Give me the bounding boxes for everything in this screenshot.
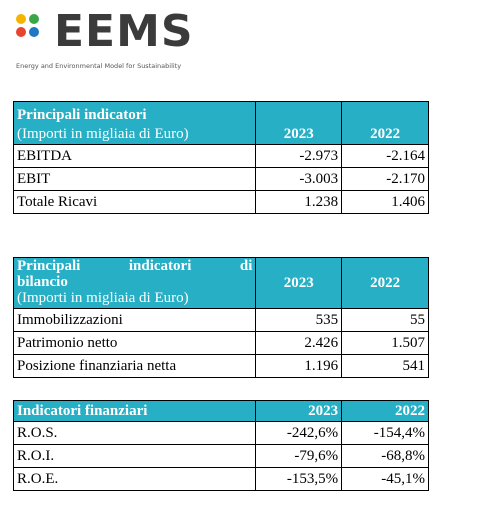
logo-dot-blue bbox=[29, 27, 39, 37]
value-2022: 1.507 bbox=[341, 331, 429, 355]
logo-tagline: Energy and Environmental Model for Susta… bbox=[16, 62, 182, 70]
table-row: EBITDA -2.973 -2.164 bbox=[12, 144, 429, 168]
row-label: EBIT bbox=[12, 167, 257, 191]
row-label: R.O.I. bbox=[12, 444, 257, 468]
table-subtitle: (Importi in migliaia di Euro) bbox=[17, 126, 189, 142]
year-2022-header: 2022 bbox=[341, 101, 429, 145]
table-title-cell: Principali indicatori (Importi in miglia… bbox=[12, 101, 257, 145]
financial-indicators-table: Indicatori finanziari 2023 2022 R.O.S. -… bbox=[12, 400, 429, 491]
value-2023: -153,5% bbox=[255, 467, 343, 491]
row-label: R.O.E. bbox=[12, 467, 257, 491]
table-row: Patrimonio netto 2.426 1.507 bbox=[12, 331, 429, 355]
table-row: R.O.I. -79,6% -68,8% bbox=[12, 444, 429, 468]
value-2023: -79,6% bbox=[255, 444, 343, 468]
value-2023: 1.196 bbox=[255, 354, 343, 378]
table-row: Posizione finanziaria netta 1.196 541 bbox=[12, 354, 429, 378]
logo-dot-yellow bbox=[16, 14, 26, 24]
table-title-line2: bilancio bbox=[17, 274, 68, 288]
year-2022-header: 2022 bbox=[341, 400, 429, 422]
table-row: EBIT -3.003 -2.170 bbox=[12, 167, 429, 191]
year-2023-header: 2023 bbox=[255, 101, 343, 145]
table-title: Principali indicatori bbox=[17, 107, 147, 123]
value-2023: 535 bbox=[255, 308, 343, 332]
value-2022: -2.170 bbox=[341, 167, 429, 191]
logo-dot-green bbox=[29, 14, 39, 24]
row-label: Patrimonio netto bbox=[12, 331, 257, 355]
table-title: Indicatori finanziari bbox=[12, 400, 257, 422]
value-2023: -2.973 bbox=[255, 144, 343, 168]
row-label: R.O.S. bbox=[12, 421, 257, 445]
logo-wordmark: EEMS bbox=[54, 6, 194, 57]
value-2022: -2.164 bbox=[341, 144, 429, 168]
row-label: Posizione finanziaria netta bbox=[12, 354, 257, 378]
value-2022: 541 bbox=[341, 354, 429, 378]
table-row: Immobilizzazioni 535 55 bbox=[12, 308, 429, 332]
value-2022: -68,8% bbox=[341, 444, 429, 468]
value-2023: -242,6% bbox=[255, 421, 343, 445]
table-title-cell: Principali indicatori di bilancio (Impor… bbox=[12, 257, 257, 309]
table-row: R.O.S. -242,6% -154,4% bbox=[12, 421, 429, 445]
row-label: EBITDA bbox=[12, 144, 257, 168]
balance-indicators-table: Principali indicatori di bilancio (Impor… bbox=[12, 257, 429, 378]
title-word: di bbox=[239, 258, 253, 275]
title-word: indicatori bbox=[128, 258, 192, 275]
value-2022: 1.406 bbox=[341, 190, 429, 214]
main-indicators-table: Principali indicatori (Importi in miglia… bbox=[12, 101, 429, 214]
logo-dots-icon bbox=[16, 14, 52, 50]
title-word: Principali bbox=[17, 258, 81, 275]
row-label: Totale Ricavi bbox=[12, 190, 257, 214]
table-subtitle: (Importi in migliaia di Euro) bbox=[17, 290, 189, 306]
table-header-row: Principali indicatori (Importi in miglia… bbox=[12, 101, 429, 145]
year-2023-header: 2023 bbox=[255, 257, 343, 309]
table-header-row: Principali indicatori di bilancio (Impor… bbox=[12, 257, 429, 309]
year-2023-header: 2023 bbox=[255, 400, 343, 422]
value-2023: 2.426 bbox=[255, 331, 343, 355]
value-2023: 1.238 bbox=[255, 190, 343, 214]
row-label: Immobilizzazioni bbox=[12, 308, 257, 332]
table-title-line1: Principali indicatori di bbox=[17, 258, 253, 275]
value-2022: -154,4% bbox=[341, 421, 429, 445]
value-2022: -45,1% bbox=[341, 467, 429, 491]
value-2022: 55 bbox=[341, 308, 429, 332]
table-row: R.O.E. -153,5% -45,1% bbox=[12, 467, 429, 491]
logo-dot-red bbox=[16, 27, 26, 37]
table-row: Totale Ricavi 1.238 1.406 bbox=[12, 190, 429, 214]
value-2023: -3.003 bbox=[255, 167, 343, 191]
eems-logo: EEMS Energy and Environmental Model for … bbox=[14, 6, 214, 74]
year-2022-header: 2022 bbox=[341, 257, 429, 309]
table-header-row: Indicatori finanziari 2023 2022 bbox=[12, 400, 429, 422]
